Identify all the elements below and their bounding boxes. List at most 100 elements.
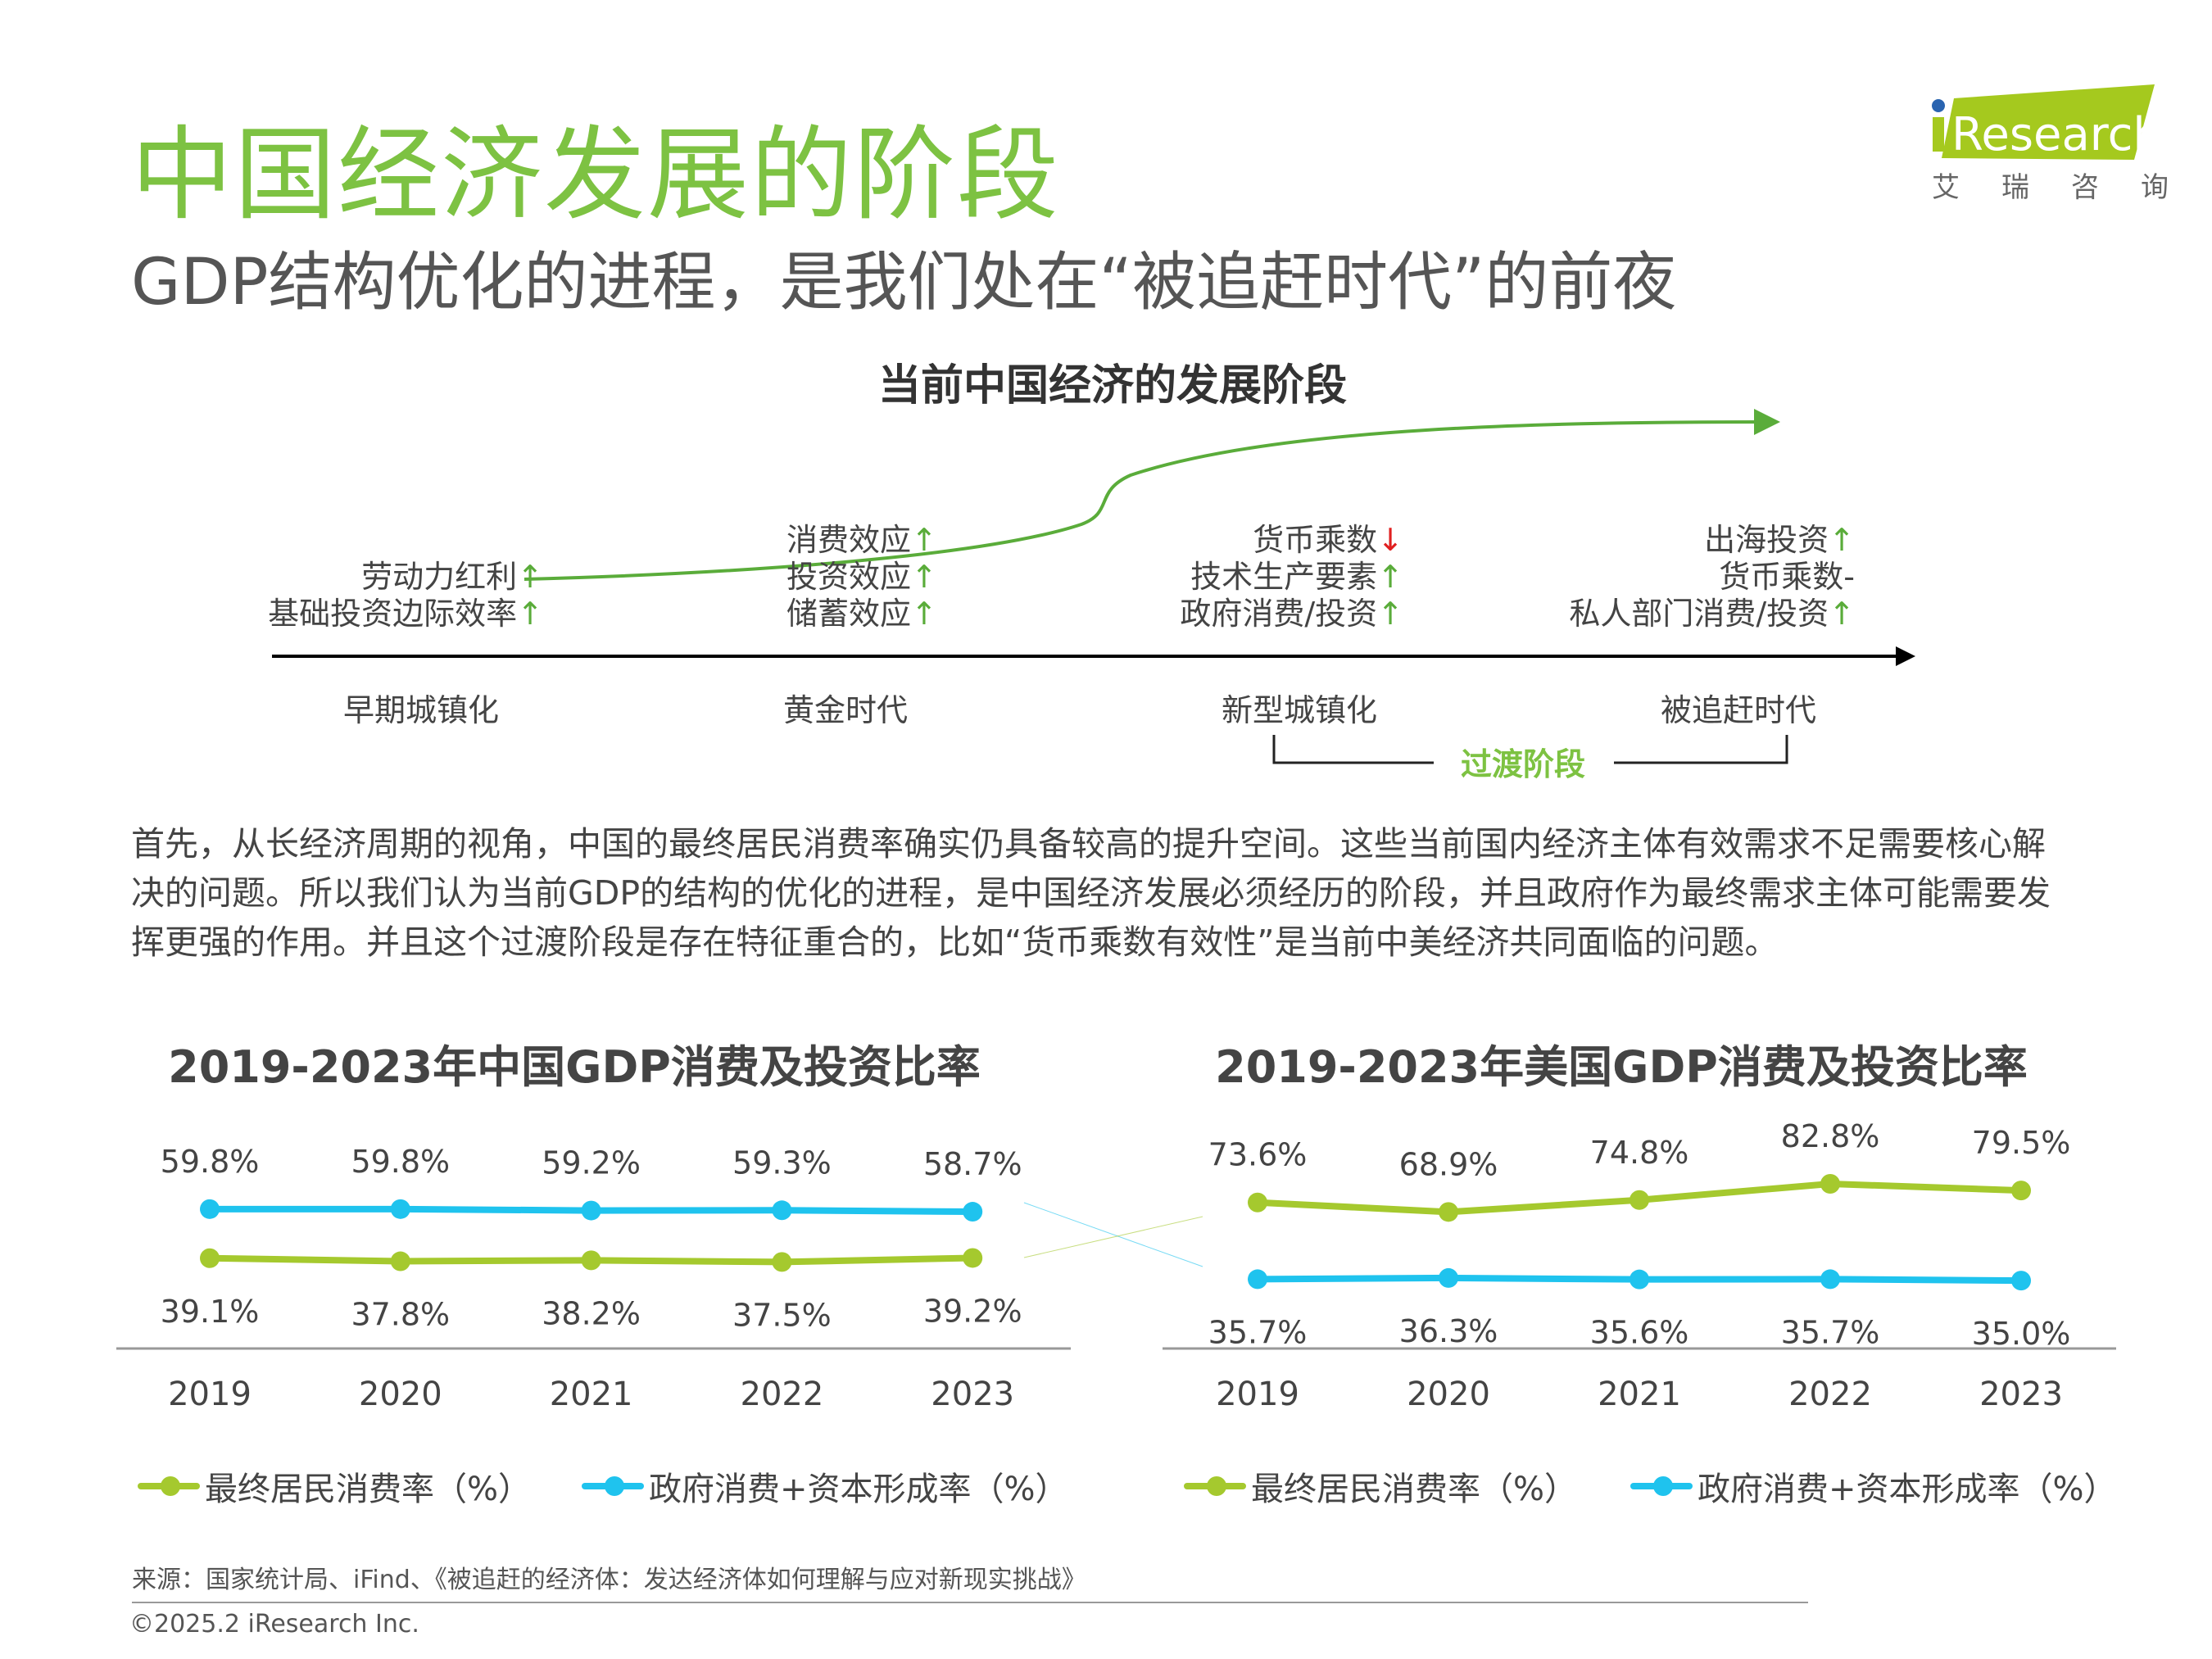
x-tick-label: 2023 bbox=[931, 1376, 1014, 1413]
data-point bbox=[963, 1202, 983, 1222]
data-point bbox=[1248, 1192, 1267, 1213]
stage-factors-catchup: 出海投资↑ 货币乘数- 私人部门消费/投资↑ bbox=[1569, 522, 1855, 632]
factor-text: 储蓄效应 bbox=[786, 596, 912, 632]
growth-curve bbox=[524, 409, 1780, 581]
data-label: 59.3% bbox=[732, 1145, 832, 1181]
data-point bbox=[2011, 1271, 2031, 1291]
x-tick-label: 2020 bbox=[359, 1376, 442, 1413]
data-label: 37.5% bbox=[732, 1297, 832, 1333]
data-point bbox=[200, 1248, 220, 1268]
factor-text: 私人部门消费/投资 bbox=[1569, 596, 1829, 632]
arrow-up-icon: ↑ bbox=[911, 596, 937, 632]
data-point bbox=[581, 1250, 601, 1271]
paragraph-line: 首先，从长经济周期的视角，中国的最终居民消费率确实仍具备较高的提升空间。这些当前… bbox=[131, 824, 2046, 863]
legend-label: 政府消费+资本形成率（%） bbox=[649, 1471, 1068, 1508]
legend-label: 最终居民消费率（%） bbox=[205, 1471, 532, 1508]
data-point bbox=[200, 1199, 220, 1219]
factor-text: 投资效应 bbox=[786, 559, 912, 595]
stage-factors-early: 劳动力红利↑ 基础投资边际效率↑ bbox=[268, 559, 543, 632]
data-point bbox=[772, 1252, 792, 1272]
data-point bbox=[2011, 1181, 2031, 1201]
legend-marker bbox=[1184, 1476, 1246, 1496]
factor-text: 货币乘数- bbox=[1719, 559, 1855, 595]
x-tick-label: 2019 bbox=[1216, 1376, 1299, 1413]
data-label: 35.6% bbox=[1590, 1315, 1689, 1351]
data-label: 73.6% bbox=[1208, 1137, 1308, 1173]
page-subtitle: GDP结构优化的进程，是我们处在“被追赶时代”的前夜 bbox=[131, 246, 1677, 320]
us-legend-consumption: 最终居民消费率（%） bbox=[1184, 1462, 1577, 1510]
data-label: 36.3% bbox=[1399, 1313, 1498, 1349]
body-paragraph: 首先，从长经济周期的视角，中国的最终居民消费率确实仍具备较高的提升空间。这些当前… bbox=[131, 819, 2051, 967]
data-label: 58.7% bbox=[923, 1146, 1022, 1182]
arrow-up-icon: ↑ bbox=[911, 522, 937, 558]
page-title: 中国经济发展的阶段 bbox=[131, 116, 1061, 234]
factor-text: 消费效应 bbox=[786, 522, 912, 558]
logo-cn-2: 瑞 bbox=[2001, 171, 2029, 201]
arrow-up-icon: ↑ bbox=[517, 596, 543, 632]
china-legend-gov: 政府消费+资本形成率（%） bbox=[582, 1462, 1068, 1510]
factor-text: 基础投资边际效率 bbox=[268, 596, 518, 632]
charts-svg: 2019 2020 2021 2022 2023 39.1% 37.8% 38.2% 37.5%… bbox=[116, 1118, 2116, 1413]
data-label: 74.8% bbox=[1590, 1135, 1689, 1171]
data-label: 59.8% bbox=[351, 1144, 450, 1180]
data-point bbox=[390, 1251, 410, 1271]
legend-marker bbox=[582, 1476, 644, 1496]
us-legend-gov: 政府消费+资本形成率（%） bbox=[1630, 1462, 2117, 1510]
stage-factors-golden: 消费效应↑ 投资效应↑ 储蓄效应↑ bbox=[786, 522, 937, 632]
legend-label: 政府消费+资本形成率（%） bbox=[1698, 1471, 2117, 1508]
source-note: 来源：国家统计局、iFind、《被追赶的经济体：发达经济体如何理解与应对新现实挑… bbox=[132, 1566, 1086, 1594]
transition-label: 过渡阶段 bbox=[1460, 746, 1586, 782]
legend-label: 最终居民消费率（%） bbox=[1251, 1471, 1578, 1508]
x-tick-label: 2023 bbox=[1979, 1376, 2063, 1413]
x-tick-label: 2022 bbox=[741, 1376, 824, 1413]
data-point bbox=[1630, 1269, 1649, 1290]
arrow-up-icon: ↑ bbox=[911, 559, 937, 595]
logo-text: Research bbox=[1951, 108, 2162, 161]
diagram-graphics bbox=[272, 409, 1915, 764]
data-label: 35.0% bbox=[1972, 1316, 2071, 1352]
data-label: 68.9% bbox=[1399, 1146, 1498, 1182]
arrow-up-icon: ↑ bbox=[1829, 596, 1855, 632]
legend-marker bbox=[138, 1476, 200, 1496]
factor-text: 货币乘数 bbox=[1253, 522, 1378, 558]
data-point bbox=[1820, 1173, 1840, 1194]
diagram-title: 当前中国经济的发展阶段 bbox=[877, 361, 1347, 410]
x-tick-label: 2021 bbox=[550, 1376, 633, 1413]
data-point bbox=[1820, 1269, 1840, 1290]
data-point bbox=[1439, 1202, 1458, 1222]
stage-label: 早期城镇化 bbox=[342, 692, 500, 728]
logo-cn-1: 艾 bbox=[1932, 171, 1960, 201]
connector-line bbox=[1023, 1202, 1203, 1267]
legend-marker bbox=[1630, 1476, 1693, 1496]
china-chart-title: 2019-2023年中国GDP消费及投资比率 bbox=[168, 1041, 981, 1093]
data-label: 59.2% bbox=[542, 1145, 641, 1181]
logo-dot bbox=[1932, 99, 1945, 112]
data-label: 59.8% bbox=[161, 1144, 260, 1180]
data-point bbox=[772, 1200, 792, 1221]
data-label: 37.8% bbox=[351, 1297, 450, 1333]
data-label: 82.8% bbox=[1781, 1118, 1880, 1154]
arrow-down-icon: ↓ bbox=[1377, 522, 1403, 558]
iresearch-logo: Research 艾 瑞 咨 询 bbox=[1909, 70, 2171, 204]
factor-text: 出海投资 bbox=[1704, 522, 1829, 558]
connector-line bbox=[1023, 1216, 1203, 1258]
x-tick-label: 2022 bbox=[1788, 1376, 1872, 1413]
data-point bbox=[1248, 1269, 1267, 1290]
arrow-up-icon: ↑ bbox=[1377, 596, 1403, 632]
china-legend-consumption: 最终居民消费率（%） bbox=[138, 1462, 531, 1510]
transition-bracket bbox=[1272, 735, 1788, 764]
factor-text: 劳动力红利 bbox=[361, 559, 518, 595]
factor-text: 政府消费/投资 bbox=[1180, 596, 1378, 632]
data-point bbox=[1630, 1190, 1649, 1210]
arrow-up-icon: ↑ bbox=[517, 559, 543, 595]
x-tick-label: 2019 bbox=[168, 1376, 252, 1413]
data-label: 39.1% bbox=[161, 1294, 260, 1330]
x-tick-label: 2021 bbox=[1598, 1376, 1681, 1413]
us-chart-title: 2019-2023年美国GDP消费及投资比率 bbox=[1215, 1041, 2028, 1093]
data-label: 39.2% bbox=[923, 1293, 1022, 1329]
logo-cn-4: 询 bbox=[2141, 171, 2169, 201]
logo-cn-3: 咨 bbox=[2071, 171, 2099, 201]
data-point bbox=[1439, 1267, 1458, 1288]
logo-banner bbox=[1942, 84, 2155, 160]
copyright: ©2025.2 iResearch Inc. bbox=[129, 1610, 419, 1639]
